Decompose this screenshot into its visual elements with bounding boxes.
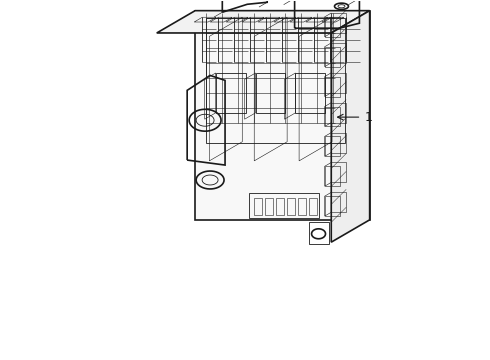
Polygon shape [157,11,369,33]
Polygon shape [331,11,369,242]
Polygon shape [195,11,369,220]
Text: 1: 1 [365,111,372,123]
